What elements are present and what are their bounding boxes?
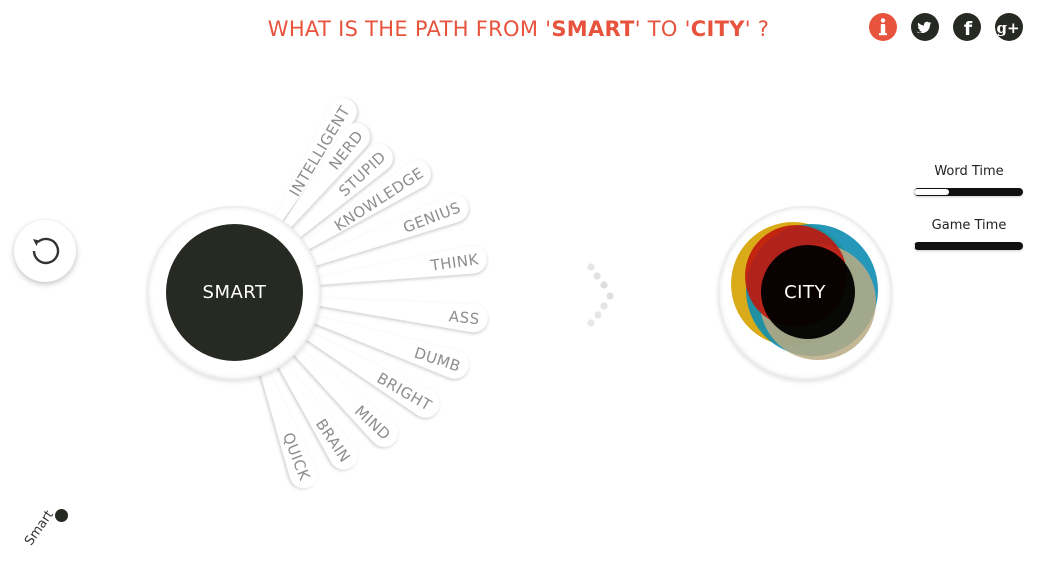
undo-icon (32, 237, 60, 265)
info-button[interactable] (868, 12, 898, 42)
twitter-icon (911, 13, 939, 41)
suggestion-spoke[interactable] (279, 311, 445, 423)
suggestion-spoke[interactable] (268, 138, 398, 262)
reset-button[interactable] (14, 220, 76, 282)
suggestion-spoke[interactable] (292, 285, 489, 333)
loading-spinner-icon (587, 263, 614, 327)
google-plus-button[interactable]: g+ (994, 12, 1024, 42)
title-middle: ' TO ' (634, 17, 691, 41)
suggestion-spoke[interactable] (253, 93, 362, 249)
title-prefix: WHAT IS THE PATH FROM ' (267, 17, 552, 41)
svg-text:f: f (964, 18, 973, 40)
target-node-label: CITY (784, 281, 826, 303)
word-time-label: Word Time (934, 164, 1004, 179)
current-node: SMART (166, 224, 303, 361)
twitter-button[interactable] (910, 12, 940, 42)
suggestion-think[interactable]: THINK (291, 244, 488, 299)
svg-text:g+: g+ (996, 19, 1019, 37)
facebook-button[interactable]: f (952, 12, 982, 42)
game-time-elapsed (914, 243, 916, 249)
suggestion-spoke[interactable] (287, 298, 473, 382)
question-title: WHAT IS THE PATH FROM 'SMART' TO 'CITY' … (0, 17, 1037, 41)
suggestion-label: ASS (448, 307, 481, 328)
path-history-node[interactable] (55, 509, 68, 522)
word-time-bar (914, 188, 1023, 196)
current-node-label: SMART (202, 282, 267, 303)
suggestion-spoke[interactable] (285, 190, 472, 284)
game-time-bar (914, 242, 1023, 250)
suggestion-spoke[interactable] (291, 244, 488, 299)
suggestion-ass[interactable]: ASS (292, 285, 489, 333)
title-start-word: SMART (551, 17, 635, 41)
suggestion-spoke[interactable] (256, 335, 363, 475)
word-time-elapsed (914, 189, 949, 195)
suggestion-spoke[interactable] (242, 344, 321, 492)
suggestion-spoke[interactable] (277, 155, 437, 272)
google-plus-icon: g+ (995, 13, 1023, 41)
game-time-label: Game Time (931, 218, 1007, 233)
info-icon (869, 13, 897, 41)
target-node-swirl (731, 222, 878, 360)
suggestion-spoke[interactable] (260, 117, 376, 254)
facebook-icon: f (953, 13, 981, 41)
title-suffix: ' ? (744, 17, 770, 41)
suggestion-spoke[interactable] (268, 324, 403, 453)
suggestion-fan: INTELLIGENTNERDSTUPIDKNOWLEDGEGENIUSTHIN… (242, 93, 489, 492)
title-target-word: CITY (690, 17, 745, 41)
